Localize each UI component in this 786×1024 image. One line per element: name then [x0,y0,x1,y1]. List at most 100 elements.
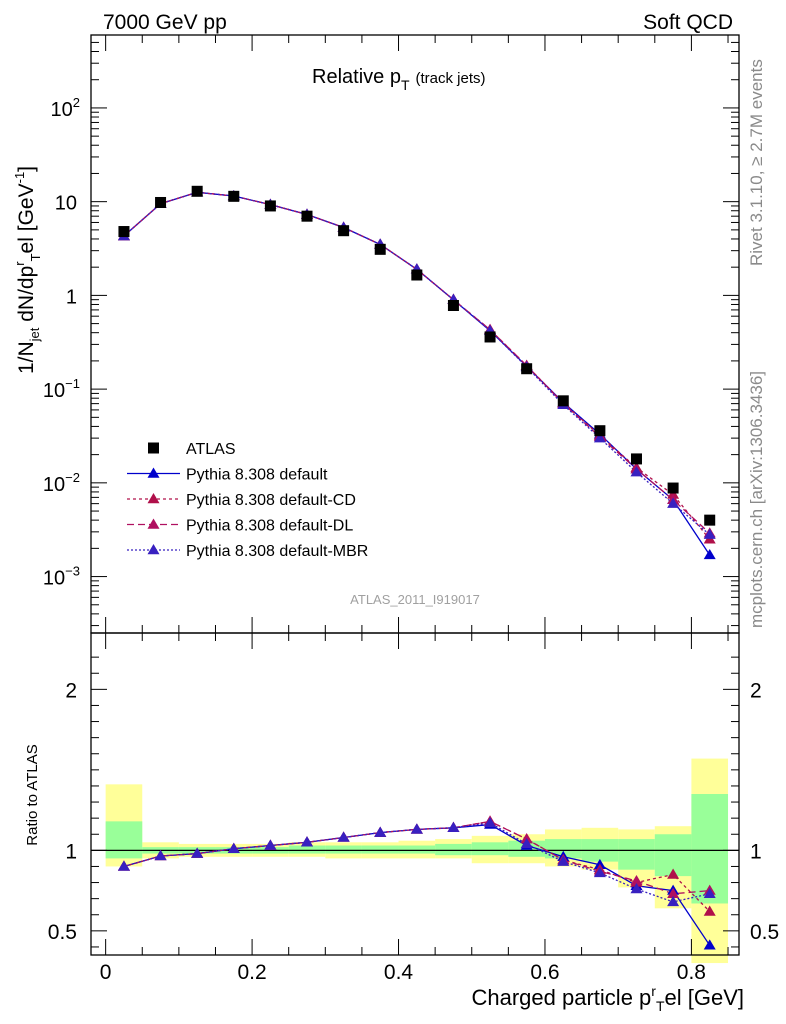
ratio-marker [703,905,716,916]
ratio-y-tick-label: 2 [65,679,77,702]
ratio-y-tick-label: 1 [65,840,77,863]
legend-label: Pythia 8.308 default-DL [186,518,353,535]
ratio-marker [484,816,497,828]
ratio-frame [90,632,740,956]
main-title: Relative pT (track jets) [312,66,486,93]
ratio-series-group [117,815,716,950]
main-panel: 10−3 10−2 10−1 1 10 102 Relative pT (track jet… [12,34,740,634]
ratio-marker [410,823,423,834]
atlas-point [667,482,679,494]
ratio-marker [703,887,716,899]
series-marker [667,488,680,499]
ratio-marker [630,874,643,886]
y-tick-label: 102 [51,95,80,121]
main-y-axis-label: 1/Njet dN/dprTel [GeV-1] [12,166,43,374]
ratio-marker [154,849,167,861]
ratio-panel: 0.5 0.5 1 1 2 2 0 0.2 0.4 0.6 0.8 Ratio to ATLAS C… [24,632,779,1014]
ratio-marker [227,842,240,853]
main-axis-ticks: 10−3 10−2 10−1 1 10 102 [43,34,739,633]
legend-label: Pythia 8.308 default-MBR [186,543,368,560]
y-tick-label: 10−2 [43,470,80,496]
band-green-bin [398,845,436,854]
band-green-bin [288,845,326,854]
atlas-point [411,269,423,281]
atlas-point [594,425,606,437]
atlas-point [704,514,716,526]
side-label-top: Rivet 3.1.10, ≥ 2.7M events [747,59,766,266]
chart-title: Relative pT (track jets) [312,66,486,93]
atlas-point [118,226,130,238]
legend-item: ATLAS [148,441,236,458]
side-label-bottom: mcplots.cern.ch [arXiv:1306.3436] [747,371,766,628]
header-left-label: 7000 GeV pp [103,11,227,34]
ratio-marker [520,837,533,849]
atlas-point [447,300,459,312]
x-tick-label: 0.8 [677,961,706,984]
ratio-y-tick-label-right: 0.5 [750,921,779,944]
series-marker [667,497,680,508]
band-green-bin [435,843,472,856]
ratio-marker [667,868,680,879]
ratio-y-tick-label-right: 2 [750,679,762,702]
ratio-marker [703,939,716,950]
band-green-bin [471,842,509,856]
atlas-point [374,243,386,255]
band-green-bin [618,839,655,870]
legend-swatch-marker [147,518,160,529]
legend-swatch-square [148,442,159,454]
series-marker [593,432,606,443]
series-marker [703,548,716,560]
legend-item: Pythia 8.308 default-DL [127,518,353,535]
ratio-marker [557,855,570,866]
header-right-label: Soft QCD [643,11,733,34]
atlas-point [155,196,167,208]
atlas-point [484,331,496,343]
atlas-point [191,185,203,197]
x-tick-label: 0.2 [237,961,266,984]
ratio-y-tick-label: 0.5 [48,921,77,944]
atlas-point [630,453,642,465]
ratio-marker [667,895,680,907]
ratio-marker [447,821,460,833]
x-tick-label: 0.4 [384,961,414,984]
ratio-marker [593,866,606,878]
y-tick-label: 10−3 [43,564,80,590]
x-axis-label-text: Charged particle prTel [GeV] [472,983,745,1014]
legend-label: ATLAS [186,441,236,458]
legend-item: Pythia 8.308 default [127,467,328,484]
y-tick-label: 1 [66,286,77,308]
x-tick-label: 0.6 [530,961,559,984]
ratio-marker [337,831,350,842]
ratio-marker [630,882,643,894]
main-data-points [118,185,716,526]
ratio-marker [191,847,204,858]
y-tick-label: 10 [55,193,77,215]
y-tick-label: 10−1 [43,376,80,402]
legend: ATLAS Pythia 8.308 default Pythia 8.308 de… [127,441,368,560]
band-green-bin [361,845,399,854]
atlas-point [338,225,350,237]
legend-item: Pythia 8.308 default-CD [127,492,356,509]
ratio-line [123,820,710,895]
series-marker [703,528,716,539]
series-marker [630,466,643,477]
legend-item: Pythia 8.308 default-MBR [127,543,368,560]
ratio-marker [301,836,313,847]
ratio-marker [667,887,680,899]
ratio-uncertainty-bands [91,758,739,964]
ratio-marker [264,839,277,850]
legend-swatch-marker [147,493,160,504]
ratio-axis-ticks: 0.5 0.5 1 1 2 2 0 0.2 0.4 0.6 0.8 [48,632,779,984]
legend-swatch-marker [147,467,160,478]
x-tick-label: 0 [100,961,112,984]
legend-swatch-marker [147,544,160,555]
ratio-marker [117,860,130,871]
atlas-point [301,210,313,222]
legend-label: Pythia 8.308 default-CD [186,492,356,509]
series-line [123,191,711,536]
atlas-point [557,395,569,407]
band-green-bin [325,845,362,854]
atlas-point [264,200,276,212]
y-axis-label-text: 1/Njet dN/dprTel [GeV-1] [12,166,43,374]
